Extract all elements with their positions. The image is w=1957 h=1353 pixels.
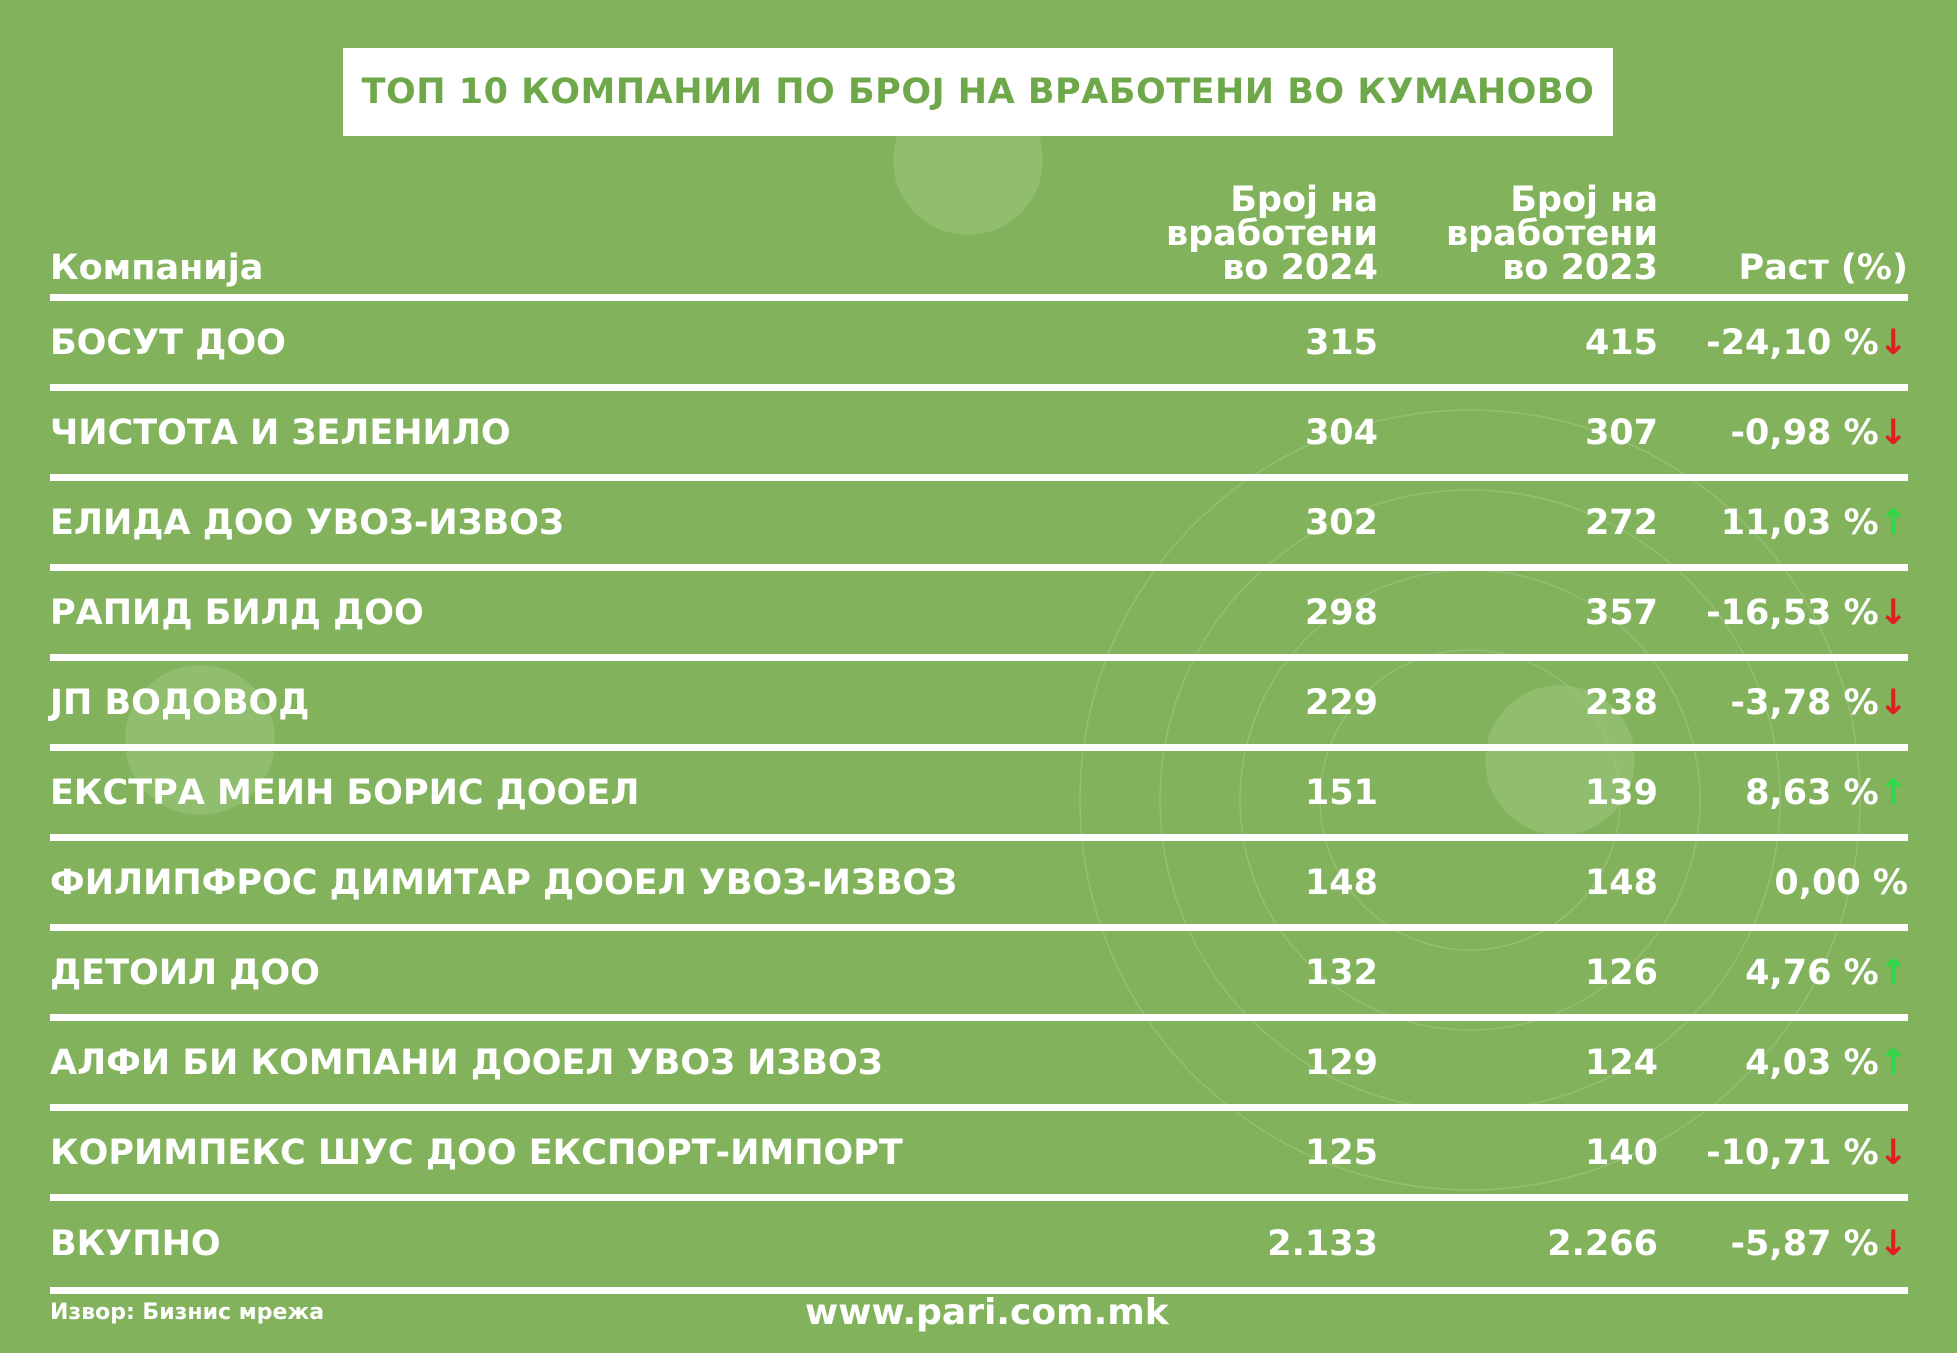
employees-2023: 238 <box>1584 682 1658 723</box>
growth-cell: 0,00 % <box>1774 863 1908 903</box>
employees-2024: 2.133 <box>1267 1224 1378 1264</box>
company-name: ЕЛИДА ДОО УВОЗ-ИЗВОЗ <box>50 502 564 543</box>
employees-2024: 129 <box>1304 1042 1378 1083</box>
header-growth: Раст (%) <box>1738 248 1908 288</box>
growth-cell: -5,87 %↓ <box>1731 1224 1908 1264</box>
company-name: ФИЛИПФРОС ДИМИТАР ДООЕЛ УВОЗ-ИЗВОЗ <box>50 862 958 903</box>
table-row: АЛФИ БИ КОМПАНИ ДООЕЛ УВОЗ ИЗВОЗ 129 124 4,… <box>50 1021 1908 1111</box>
employees-2023: 415 <box>1584 322 1658 363</box>
company-name: КОРИМПЕКС ШУС ДОО ЕКСПОРТ-ИМПОРТ <box>50 1132 903 1173</box>
header-2023: Број на вработени во 2023 <box>1445 180 1658 288</box>
employees-2023: 124 <box>1584 1042 1658 1083</box>
employees-2023: 140 <box>1584 1132 1658 1173</box>
company-name: ВКУПНО <box>50 1224 221 1264</box>
arrow-down-icon: ↓ <box>1878 682 1908 723</box>
company-name: ЧИСТОТА И ЗЕЛЕНИЛО <box>50 412 511 453</box>
table-body: БОСУТ ДОО 315 415 -24,10 %↓ ЧИСТОТА И ЗЕЛЕНИ… <box>50 301 1908 1294</box>
arrow-up-icon: ↑ <box>1878 952 1908 993</box>
growth-cell: -3,78 %↓ <box>1731 683 1908 723</box>
table-row: ЕЛИДА ДОО УВОЗ-ИЗВОЗ 302 272 11,03 %↑ <box>50 481 1908 571</box>
header-divider <box>50 294 1908 301</box>
employees-2024: 132 <box>1304 952 1378 993</box>
employees-2023: 139 <box>1584 772 1658 813</box>
employees-2023: 148 <box>1584 862 1658 903</box>
employees-2024: 229 <box>1304 682 1378 723</box>
growth-cell: 4,76 %↑ <box>1745 953 1908 993</box>
employees-2023: 272 <box>1584 502 1658 543</box>
data-table: Компанија Број на вработени во 2024 Број… <box>50 160 1908 1294</box>
growth-value: -3,78 % <box>1730 682 1879 723</box>
table-row: РАПИД БИЛД ДОО 298 357 -16,53 %↓ <box>50 571 1908 661</box>
arrow-up-icon: ↑ <box>1878 772 1908 813</box>
growth-cell: 4,03 %↑ <box>1745 1043 1908 1083</box>
header-2024: Број на вработени во 2024 <box>1165 180 1378 288</box>
growth-cell: 11,03 %↑ <box>1721 503 1908 543</box>
growth-value: -16,53 % <box>1706 592 1879 633</box>
table-row: ВКУПНО 2.133 2.266 -5,87 %↓ <box>50 1201 1908 1294</box>
employees-2023: 307 <box>1584 412 1658 453</box>
title-box: ТОП 10 КОМПАНИИ ПО БРОЈ НА ВРАБОТЕНИ ВО … <box>343 48 1613 136</box>
company-name: ДЕТОИЛ ДОО <box>50 952 320 993</box>
employees-2024: 151 <box>1304 772 1378 813</box>
growth-value: -24,10 % <box>1706 322 1879 363</box>
employees-2024: 304 <box>1304 412 1378 453</box>
employees-2024: 315 <box>1304 322 1378 363</box>
growth-value: 4,03 % <box>1745 1042 1879 1083</box>
company-name: АЛФИ БИ КОМПАНИ ДООЕЛ УВОЗ ИЗВОЗ <box>50 1042 883 1083</box>
company-name: РАПИД БИЛД ДОО <box>50 592 424 633</box>
employees-2023: 126 <box>1584 952 1658 993</box>
company-name: ЕКСТРА МЕИН БОРИС ДООЕЛ <box>50 772 640 813</box>
table-row: БОСУТ ДОО 315 415 -24,10 %↓ <box>50 301 1908 391</box>
table-row: ЈП ВОДОВОД 229 238 -3,78 %↓ <box>50 661 1908 751</box>
table-row: ЧИСТОТА И ЗЕЛЕНИЛО 304 307 -0,98 %↓ <box>50 391 1908 481</box>
chart-title: ТОП 10 КОМПАНИИ ПО БРОЈ НА ВРАБОТЕНИ ВО … <box>361 72 1595 112</box>
table-row: ФИЛИПФРОС ДИМИТАР ДООЕЛ УВОЗ-ИЗВОЗ 148 148… <box>50 841 1908 931</box>
arrow-down-icon: ↓ <box>1878 592 1908 633</box>
employees-2024: 148 <box>1304 862 1378 903</box>
arrow-down-icon: ↓ <box>1878 412 1908 453</box>
arrow-up-icon: ↑ <box>1878 1042 1908 1083</box>
arrow-down-icon: ↓ <box>1878 1224 1908 1264</box>
table-header: Компанија Број на вработени во 2024 Број… <box>50 160 1908 288</box>
growth-cell: 8,63 %↑ <box>1745 773 1908 813</box>
growth-cell: -16,53 %↓ <box>1706 593 1908 633</box>
employees-2024: 125 <box>1304 1132 1378 1173</box>
site-url[interactable]: www.pari.com.mk <box>805 1292 1169 1333</box>
table-row: ЕКСТРА МЕИН БОРИС ДООЕЛ 151 139 8,63 %↑ <box>50 751 1908 841</box>
growth-value: 11,03 % <box>1720 502 1879 543</box>
company-name: ЈП ВОДОВОД <box>50 682 310 723</box>
company-name: БОСУТ ДОО <box>50 322 286 363</box>
arrow-down-icon: ↓ <box>1878 322 1908 363</box>
growth-value: 4,76 % <box>1745 952 1879 993</box>
growth-value: 8,63 % <box>1745 772 1879 813</box>
source-note: Извор: Бизнис мрежа <box>50 1300 325 1325</box>
growth-cell: -24,10 %↓ <box>1706 323 1908 363</box>
employees-2024: 298 <box>1304 592 1378 633</box>
header-company: Компанија <box>50 248 264 288</box>
growth-value: -5,87 % <box>1730 1224 1879 1264</box>
employees-2023: 357 <box>1584 592 1658 633</box>
employees-2023: 2.266 <box>1547 1224 1658 1264</box>
arrow-down-icon: ↓ <box>1878 1132 1908 1173</box>
growth-value: -10,71 % <box>1706 1132 1879 1173</box>
table-row: ДЕТОИЛ ДОО 132 126 4,76 %↑ <box>50 931 1908 1021</box>
growth-value: -0,98 % <box>1730 412 1879 453</box>
growth-cell: -10,71 %↓ <box>1706 1133 1908 1173</box>
growth-cell: -0,98 %↓ <box>1731 413 1908 453</box>
growth-value: 0,00 % <box>1774 862 1908 903</box>
employees-2024: 302 <box>1304 502 1378 543</box>
table-row: КОРИМПЕКС ШУС ДОО ЕКСПОРТ-ИМПОРТ 125 140 -1… <box>50 1111 1908 1201</box>
arrow-up-icon: ↑ <box>1878 502 1908 543</box>
